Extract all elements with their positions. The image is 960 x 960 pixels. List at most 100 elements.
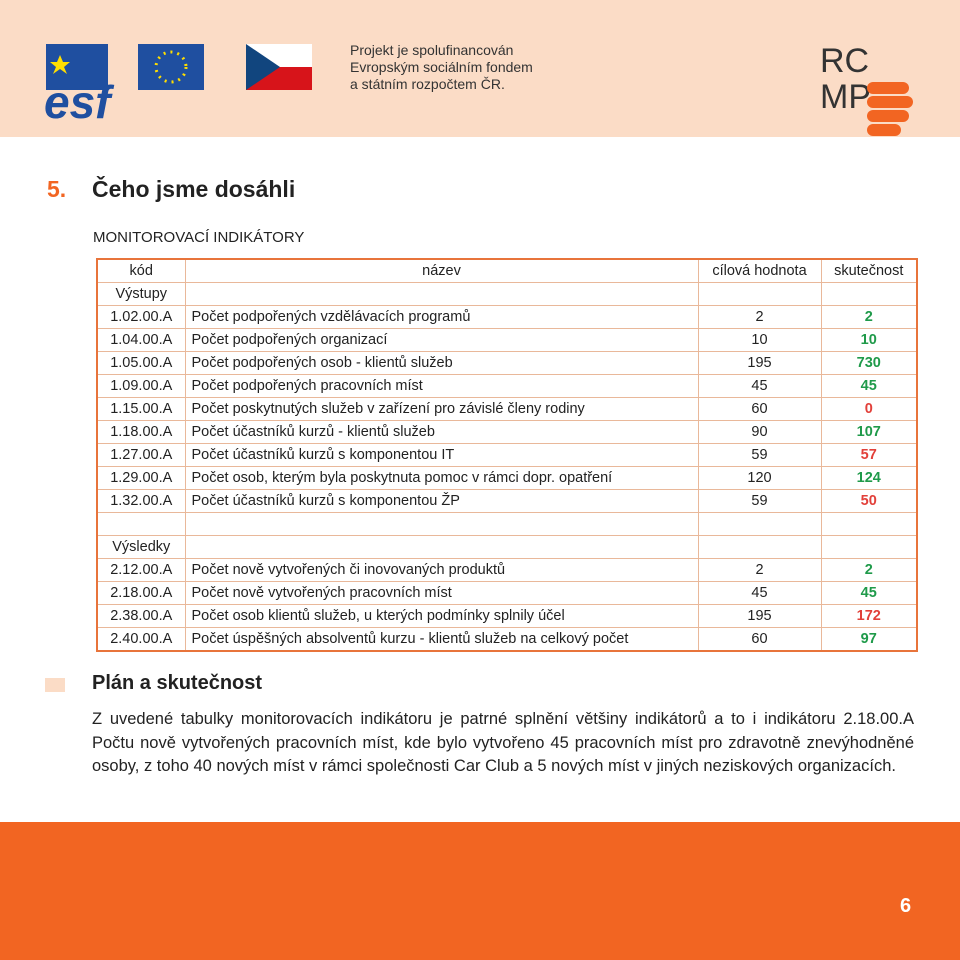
bullet-square xyxy=(45,678,65,692)
code-cell: 1.09.00.A xyxy=(96,374,186,398)
rcmp-logo: RC MP xyxy=(820,42,913,136)
cell xyxy=(697,535,822,559)
section-row: Výsledky xyxy=(96,535,918,559)
funding-line: Projekt je spolufinancován xyxy=(350,42,514,58)
target-cell: 45 xyxy=(697,581,822,605)
actual-cell: 107 xyxy=(820,420,918,444)
indicator-row: 1.29.00.A Počet osob, kterým byla poskytn… xyxy=(96,466,918,490)
indicator-row: 2.12.00.A Počet nově vytvořených či inovo… xyxy=(96,558,918,582)
name-cell: Počet účastníků kurzů s komponentou IT xyxy=(184,443,699,467)
eu-stars xyxy=(154,50,188,84)
funding-line: a státním rozpočtem ČR. xyxy=(350,76,505,92)
actual-cell: 50 xyxy=(820,489,918,513)
indicator-row: 1.18.00.A Počet účastníků kurzů - klientů… xyxy=(96,420,918,444)
target-cell: 59 xyxy=(697,443,822,467)
name-cell: Počet účastníků kurzů - klientů služeb xyxy=(184,420,699,444)
name-cell: Počet poskytnutých služeb v zařízení pro… xyxy=(184,397,699,421)
code-cell: 2.40.00.A xyxy=(96,627,186,652)
actual-cell: 730 xyxy=(820,351,918,375)
code-cell: 1.18.00.A xyxy=(96,420,186,444)
spacer-row xyxy=(96,512,918,536)
name-cell: Počet osob klientů služeb, u kterých pod… xyxy=(184,604,699,628)
header-cell: název xyxy=(184,258,699,283)
indicator-row: 1.27.00.A Počet účastníků kurzů s kompone… xyxy=(96,443,918,467)
target-cell: 45 xyxy=(697,374,822,398)
esf-text: esf xyxy=(44,76,115,125)
code-cell: 1.29.00.A xyxy=(96,466,186,490)
name-cell: Počet podpořených vzdělávacích programů xyxy=(184,305,699,329)
target-cell: 90 xyxy=(697,420,822,444)
plan-text: Z uvedené tabulky monitorovacích indikát… xyxy=(92,710,914,775)
actual-cell: 172 xyxy=(820,604,918,628)
actual-cell: 124 xyxy=(820,466,918,490)
cz-blue xyxy=(246,44,280,90)
target-cell: 10 xyxy=(697,328,822,352)
funding-line: Evropským sociálním fondem xyxy=(350,59,533,75)
name-cell: Počet nově vytvořených pracovních míst xyxy=(184,581,699,605)
indicator-row: 1.15.00.A Počet poskytnutých služeb v zař… xyxy=(96,397,918,421)
target-cell: 2 xyxy=(697,305,822,329)
actual-cell: 10 xyxy=(820,328,918,352)
hand xyxy=(867,96,913,108)
code-cell: 1.04.00.A xyxy=(96,328,186,352)
actual-cell: 57 xyxy=(820,443,918,467)
footer-band xyxy=(0,822,960,960)
name-cell: Počet účastníků kurzů s komponentou ŽP xyxy=(184,489,699,513)
hand xyxy=(867,110,909,122)
indicator-row: 1.02.00.A Počet podpořených vzdělávacích … xyxy=(96,305,918,329)
cell xyxy=(184,535,699,559)
name-cell: Počet nově vytvořených či inovovaných pr… xyxy=(184,558,699,582)
cell xyxy=(820,535,918,559)
cell xyxy=(184,282,699,306)
actual-cell: 2 xyxy=(820,305,918,329)
name-cell: Počet podpořených osob - klientů služeb xyxy=(184,351,699,375)
header-row: kód název cílová hodnota skutečnost xyxy=(96,258,918,283)
funding-text: Projekt je spolufinancován Evropským soc… xyxy=(350,42,533,93)
indicator-row: 1.32.00.A Počet účastníků kurzů s kompone… xyxy=(96,489,918,513)
target-cell: 2 xyxy=(697,558,822,582)
rcmp-text: RC xyxy=(820,42,869,80)
header-cell: skutečnost xyxy=(820,258,918,283)
cell xyxy=(820,512,918,536)
indicator-row: 2.38.00.A Počet osob klientů služeb, u kt… xyxy=(96,604,918,628)
rcmp-text: MP xyxy=(820,78,871,116)
actual-cell: 2 xyxy=(820,558,918,582)
plan-title: Plán a skutečnost xyxy=(92,672,263,694)
hand xyxy=(867,124,901,136)
page-number: 6 xyxy=(900,895,912,917)
indicator-row: 1.05.00.A Počet podpořených osob - klient… xyxy=(96,351,918,375)
code-cell: 1.05.00.A xyxy=(96,351,186,375)
star xyxy=(50,55,70,74)
section-label: Výstupy xyxy=(96,282,186,306)
name-cell: Počet podpořených pracovních míst xyxy=(184,374,699,398)
indicator-row: 2.40.00.A Počet úspěšných absolventů kurz… xyxy=(96,627,918,652)
cell xyxy=(697,512,822,536)
section-label: Výsledky xyxy=(96,535,186,559)
target-cell: 195 xyxy=(697,604,822,628)
indicator-row: 1.09.00.A Počet podpořených pracovních mí… xyxy=(96,374,918,398)
cell xyxy=(184,512,699,536)
code-cell: 1.02.00.A xyxy=(96,305,186,329)
cell xyxy=(96,512,186,536)
target-cell: 59 xyxy=(697,489,822,513)
actual-cell: 97 xyxy=(820,627,918,652)
section-row: Výstupy xyxy=(96,282,918,306)
code-cell: 2.12.00.A xyxy=(96,558,186,582)
target-cell: 195 xyxy=(697,351,822,375)
code-cell: 2.38.00.A xyxy=(96,604,186,628)
cell xyxy=(820,282,918,306)
section-number: 5. xyxy=(47,176,67,202)
name-cell: Počet osob, kterým byla poskytnuta pomoc… xyxy=(184,466,699,490)
section-title: Čeho jsme dosáhli xyxy=(92,176,296,202)
indicator-table: kód název cílová hodnota skutečnost Výstupy 1… xyxy=(96,258,918,652)
code-cell: 1.27.00.A xyxy=(96,443,186,467)
header-cell: kód xyxy=(96,258,186,283)
header-band: esf Projekt je spolufinancován Evropským… xyxy=(0,0,960,137)
cell xyxy=(697,282,822,306)
indicator-row: 1.04.00.A Počet podpořených organizací 10 1… xyxy=(96,328,918,352)
logos: esf xyxy=(44,44,312,125)
code-cell: 1.32.00.A xyxy=(96,489,186,513)
indicator-row: 2.18.00.A Počet nově vytvořených pracovní… xyxy=(96,581,918,605)
code-cell: 1.15.00.A xyxy=(96,397,186,421)
